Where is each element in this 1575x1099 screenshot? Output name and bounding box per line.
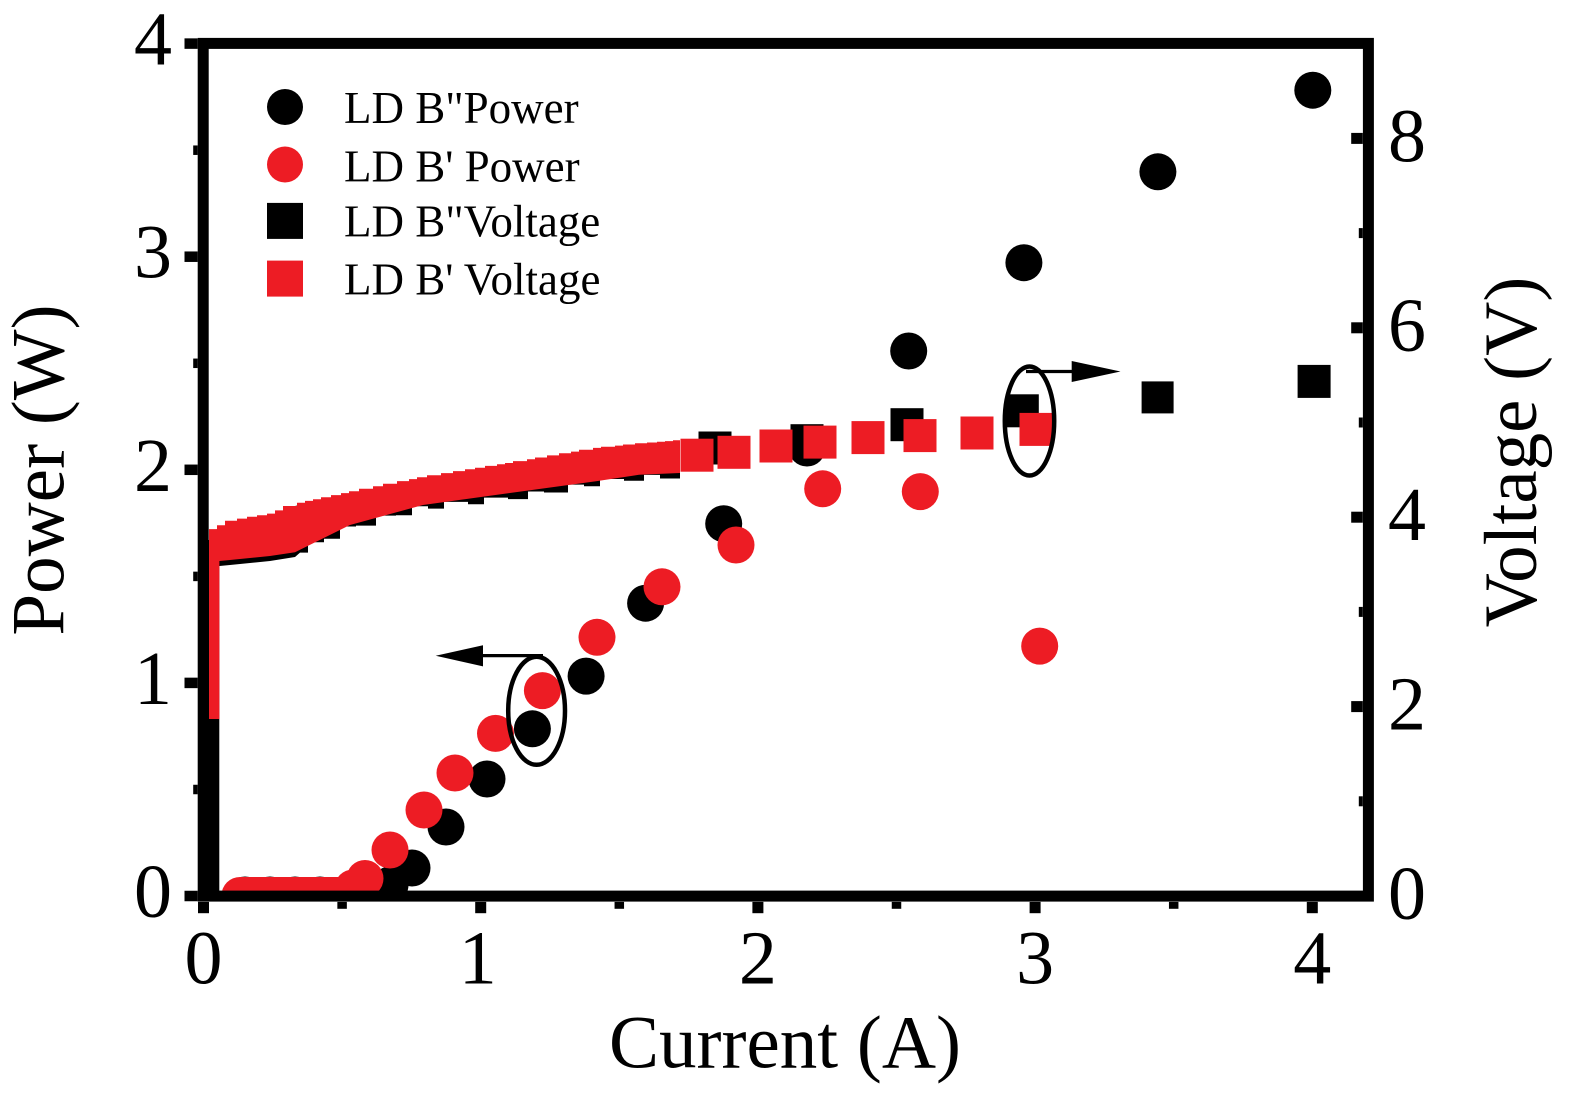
svg-text:0: 0 <box>1388 852 1426 936</box>
svg-text:0: 0 <box>134 850 172 934</box>
svg-text:4: 4 <box>134 0 172 82</box>
svg-text:6: 6 <box>1388 284 1426 368</box>
svg-text:LD B' Power: LD B' Power <box>344 142 580 192</box>
svg-text:LD B"Voltage: LD B"Voltage <box>344 197 600 247</box>
svg-text:LD B' Voltage: LD B' Voltage <box>344 254 600 304</box>
svg-text:4: 4 <box>1388 473 1426 557</box>
svg-text:3: 3 <box>1016 917 1054 1001</box>
svg-text:8: 8 <box>1388 94 1426 178</box>
svg-text:Voltage (V): Voltage (V) <box>1470 277 1553 628</box>
svg-text:2: 2 <box>134 424 172 508</box>
svg-text:4: 4 <box>1293 917 1331 1001</box>
svg-text:1: 1 <box>459 917 497 1001</box>
svg-text:2: 2 <box>739 917 777 1001</box>
svg-text:1: 1 <box>134 637 172 721</box>
svg-text:0: 0 <box>185 917 223 1001</box>
svg-text:2: 2 <box>1388 663 1426 747</box>
svg-text:LD B"Power: LD B"Power <box>344 83 579 133</box>
svg-text:Current (A): Current (A) <box>609 1002 961 1085</box>
svg-text:3: 3 <box>134 211 172 295</box>
svg-text:Power (W): Power (W) <box>0 304 81 635</box>
